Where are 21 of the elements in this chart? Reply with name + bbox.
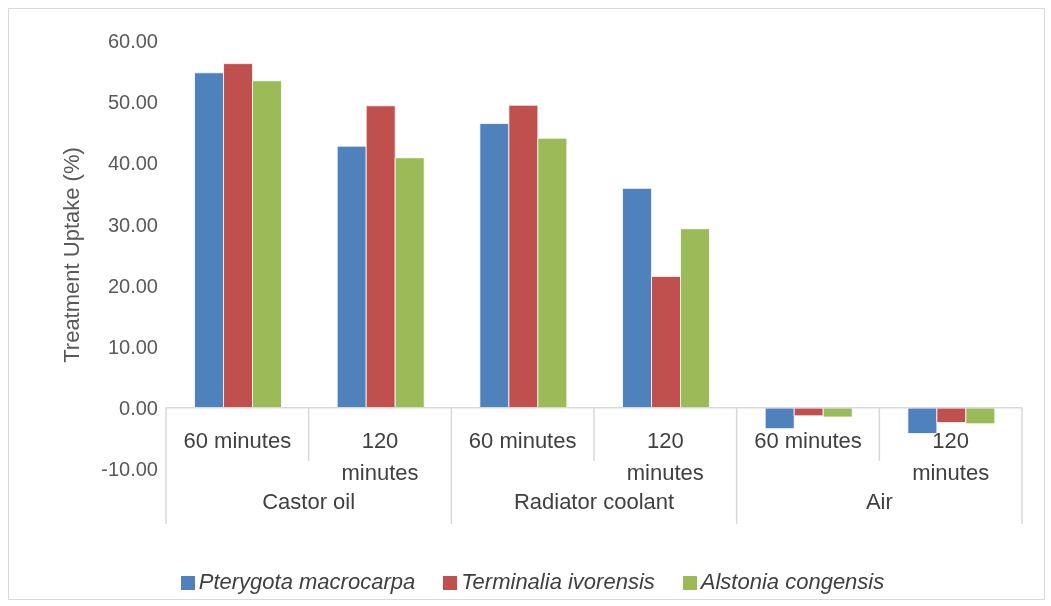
y-axis-title: Treatment Uptake (%) — [58, 147, 84, 363]
y-tick-label: -10.00 — [101, 458, 158, 481]
x-tick-label: 120 minutes — [912, 427, 990, 485]
y-tick-label: 30.00 — [107, 213, 158, 236]
y-tick-label: 0.00 — [119, 396, 158, 419]
y-tick-label: 10.00 — [107, 335, 158, 358]
x-tick-label: 120 minutes — [341, 427, 419, 485]
y-tick-label: 60.00 — [107, 30, 158, 53]
y-tick-label: 50.00 — [107, 91, 158, 114]
y-tick-label: 40.00 — [107, 152, 158, 175]
text: Castor oil — [262, 489, 356, 514]
x-tick-label: 60 minutes — [183, 427, 292, 453]
legend-label: Alstonia congensis — [700, 569, 885, 594]
text: Radiator coolant — [513, 489, 675, 514]
legend-label: Terminalia ivorensis — [461, 569, 655, 594]
x-tick-label: 60 minutes — [468, 427, 577, 453]
text: Air — [865, 489, 893, 514]
x-tick-label: 60 minutes — [754, 427, 862, 453]
y-tick-label: 20.00 — [107, 274, 158, 297]
legend-label: Pterygota macrocarpa — [198, 569, 416, 594]
x-tick-label: 120 minutes — [626, 427, 704, 485]
